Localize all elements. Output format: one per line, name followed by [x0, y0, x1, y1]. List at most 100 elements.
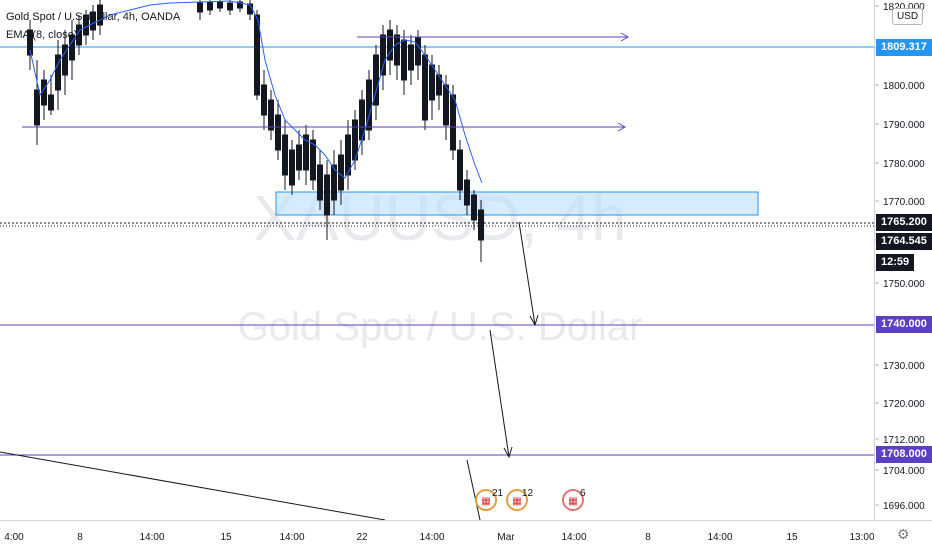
event-count-3: 6 — [580, 488, 586, 499]
demand-zone-rect[interactable] — [275, 191, 759, 216]
time-tick-label: 22 — [356, 532, 368, 543]
candle-body — [450, 94, 456, 151]
candle-body — [373, 54, 379, 106]
event-marker-1[interactable]: ▦ 21 — [475, 488, 504, 511]
candle-body — [69, 34, 75, 61]
time-tick-label: 14:00 — [419, 532, 444, 543]
price-pane[interactable]: XAUUSD, 4h Gold Spot / U.S. Dollar ▦ 21 — [0, 0, 874, 520]
candle-body — [443, 84, 449, 126]
candle-body — [408, 44, 414, 71]
candle-body — [237, 1, 243, 9]
price-tick-label: 1800.000 — [883, 81, 925, 92]
candle-body — [338, 154, 344, 191]
time-tick-label: 14:00 — [707, 532, 732, 543]
arrowhead-mid — [617, 122, 627, 132]
time-tick-label: 14:00 — [561, 532, 586, 543]
legend: Gold Spot / U.S. Dollar, 4h, OANDA EMA (… — [6, 8, 180, 44]
time-tick-label: 15 — [786, 532, 798, 543]
candle-body — [261, 84, 267, 116]
candle-body — [415, 37, 421, 66]
candle-body — [83, 14, 89, 36]
price-tick-label: 1712.000 — [883, 435, 925, 446]
arrowhead-top — [620, 32, 630, 42]
price-tick-label: 1730.000 — [883, 361, 925, 372]
candle-body — [303, 134, 309, 171]
symbol-title[interactable]: Gold Spot / U.S. Dollar, 4h, OANDA — [6, 11, 181, 23]
candle-body — [275, 114, 281, 151]
arrowhead-proj-1 — [529, 314, 539, 327]
price-tick-label: 1696.000 — [883, 501, 925, 512]
time-tick-label: Mar — [497, 532, 515, 543]
projection-arrow-1[interactable] — [518, 221, 536, 326]
candle-body — [289, 149, 295, 186]
candle-body — [62, 44, 68, 76]
candle-body — [331, 164, 337, 201]
time-tick-label: 14:00 — [139, 532, 164, 543]
countdown-tag: 12:59 — [876, 254, 915, 271]
candle-body — [464, 179, 470, 206]
price-tick-label: 1780.000 — [883, 159, 925, 170]
candle-body — [310, 139, 316, 181]
time-tick-label: 8 — [645, 532, 651, 543]
candle-body — [457, 149, 463, 191]
price-tag-1765-2: 1765.200 — [876, 214, 932, 231]
price-tick-label: 1820.000 — [883, 2, 925, 13]
ema-line[interactable] — [29, 0, 483, 184]
candle-body — [422, 54, 428, 121]
candle-body — [90, 11, 96, 31]
price-tag-last: 1764.545 — [876, 233, 932, 250]
event-flag-icon: ▦ — [512, 496, 521, 507]
candle-body — [394, 34, 400, 66]
arrowhead-proj-2 — [503, 446, 513, 459]
candle-body — [380, 34, 386, 76]
price-tick-label: 1720.000 — [883, 399, 925, 410]
time-axis[interactable]: 4:00 8 14:00 15 14:00 22 14:00 Mar 14:00 8 14:00 15… — [0, 520, 932, 551]
candle-body — [324, 174, 330, 216]
event-marker-2[interactable]: ▦ 12 — [506, 488, 534, 511]
time-tick-label: 8 — [77, 532, 83, 543]
candle-body — [268, 99, 274, 131]
projection-line-3[interactable] — [466, 459, 481, 520]
candle-body — [345, 134, 351, 176]
candle-body — [436, 74, 442, 96]
price-tag-1809: 1809.317 — [876, 39, 932, 56]
candle-body — [55, 54, 61, 91]
candle-body — [217, 1, 223, 9]
candle-body — [471, 194, 477, 221]
candle-body — [48, 94, 54, 111]
candle-body — [387, 29, 393, 61]
candle-body — [197, 2, 203, 13]
price-tick-label: 1790.000 — [883, 120, 925, 131]
gear-icon[interactable]: ⚙ — [897, 526, 910, 542]
long-trendline[interactable] — [0, 451, 386, 520]
event-count-2: 12 — [522, 488, 534, 499]
projection-arrow-2[interactable] — [489, 329, 510, 458]
price-tick-label: 1770.000 — [883, 197, 925, 208]
candle-body — [97, 4, 103, 26]
price-tick-label: 1750.000 — [883, 279, 925, 290]
time-tick-label: 15 — [220, 532, 232, 543]
candle-body — [34, 89, 40, 126]
time-tick-label: 4:00 — [4, 532, 24, 543]
candle-body — [478, 209, 484, 241]
event-marker-3[interactable]: ▦ 6 — [562, 488, 586, 511]
event-count-1: 21 — [492, 488, 504, 499]
event-flag-icon: ▦ — [568, 496, 577, 507]
price-tag-1708: 1708.000 — [876, 446, 932, 463]
price-tick-label: 1704.000 — [883, 466, 925, 477]
indicator-label[interactable]: EMA (8, close) — [6, 29, 78, 41]
watermark-name: Gold Spot / U.S. Dollar — [238, 305, 643, 349]
price-tag-1740: 1740.000 — [876, 316, 932, 333]
time-tick-label: 14:00 — [279, 532, 304, 543]
candle-body — [296, 144, 302, 171]
currency-badge[interactable]: USD — [892, 8, 924, 25]
candle-body — [401, 39, 407, 81]
candle-body — [207, 1, 213, 11]
candle-body — [429, 64, 435, 101]
event-flag-icon: ▦ — [481, 496, 490, 507]
candle-body — [366, 79, 372, 131]
candle-body — [317, 164, 323, 201]
candle-body — [254, 14, 260, 96]
time-tick-label: 13:00 — [849, 532, 874, 543]
